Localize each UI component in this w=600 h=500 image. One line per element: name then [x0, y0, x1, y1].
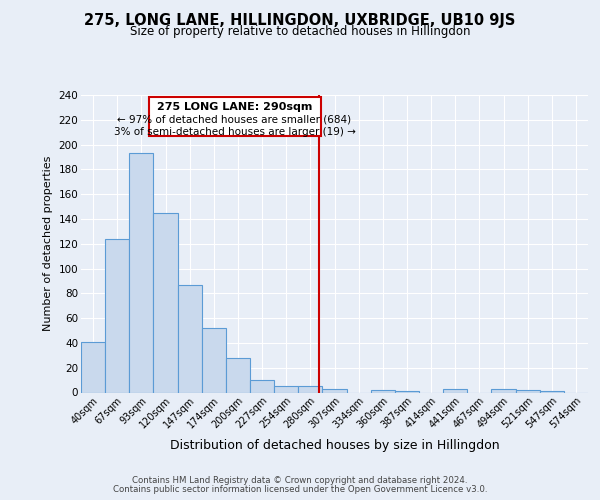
Text: 275, LONG LANE, HILLINGDON, UXBRIDGE, UB10 9JS: 275, LONG LANE, HILLINGDON, UXBRIDGE, UB… [85, 12, 515, 28]
Text: 3% of semi-detached houses are larger (19) →: 3% of semi-detached houses are larger (1… [113, 127, 355, 137]
Bar [443, 389, 467, 392]
Bar [515, 390, 540, 392]
Text: 275 LONG LANE: 290sqm: 275 LONG LANE: 290sqm [157, 102, 312, 113]
Bar [322, 389, 347, 392]
Bar [250, 380, 274, 392]
Y-axis label: Number of detached properties: Number of detached properties [43, 156, 53, 332]
Text: Contains public sector information licensed under the Open Government Licence v3: Contains public sector information licen… [113, 485, 487, 494]
Bar [202, 328, 226, 392]
FancyBboxPatch shape [149, 98, 320, 136]
Text: Contains HM Land Registry data © Crown copyright and database right 2024.: Contains HM Land Registry data © Crown c… [132, 476, 468, 485]
Text: Size of property relative to detached houses in Hillingdon: Size of property relative to detached ho… [130, 25, 470, 38]
Bar [129, 154, 154, 392]
X-axis label: Distribution of detached houses by size in Hillingdon: Distribution of detached houses by size … [170, 438, 499, 452]
Bar [274, 386, 298, 392]
Bar [491, 389, 515, 392]
Bar [81, 342, 105, 392]
Bar [178, 284, 202, 393]
Bar [298, 386, 322, 392]
Bar [105, 239, 129, 392]
Bar [226, 358, 250, 392]
Text: ← 97% of detached houses are smaller (684): ← 97% of detached houses are smaller (68… [118, 115, 352, 125]
Bar [154, 213, 178, 392]
Bar [371, 390, 395, 392]
